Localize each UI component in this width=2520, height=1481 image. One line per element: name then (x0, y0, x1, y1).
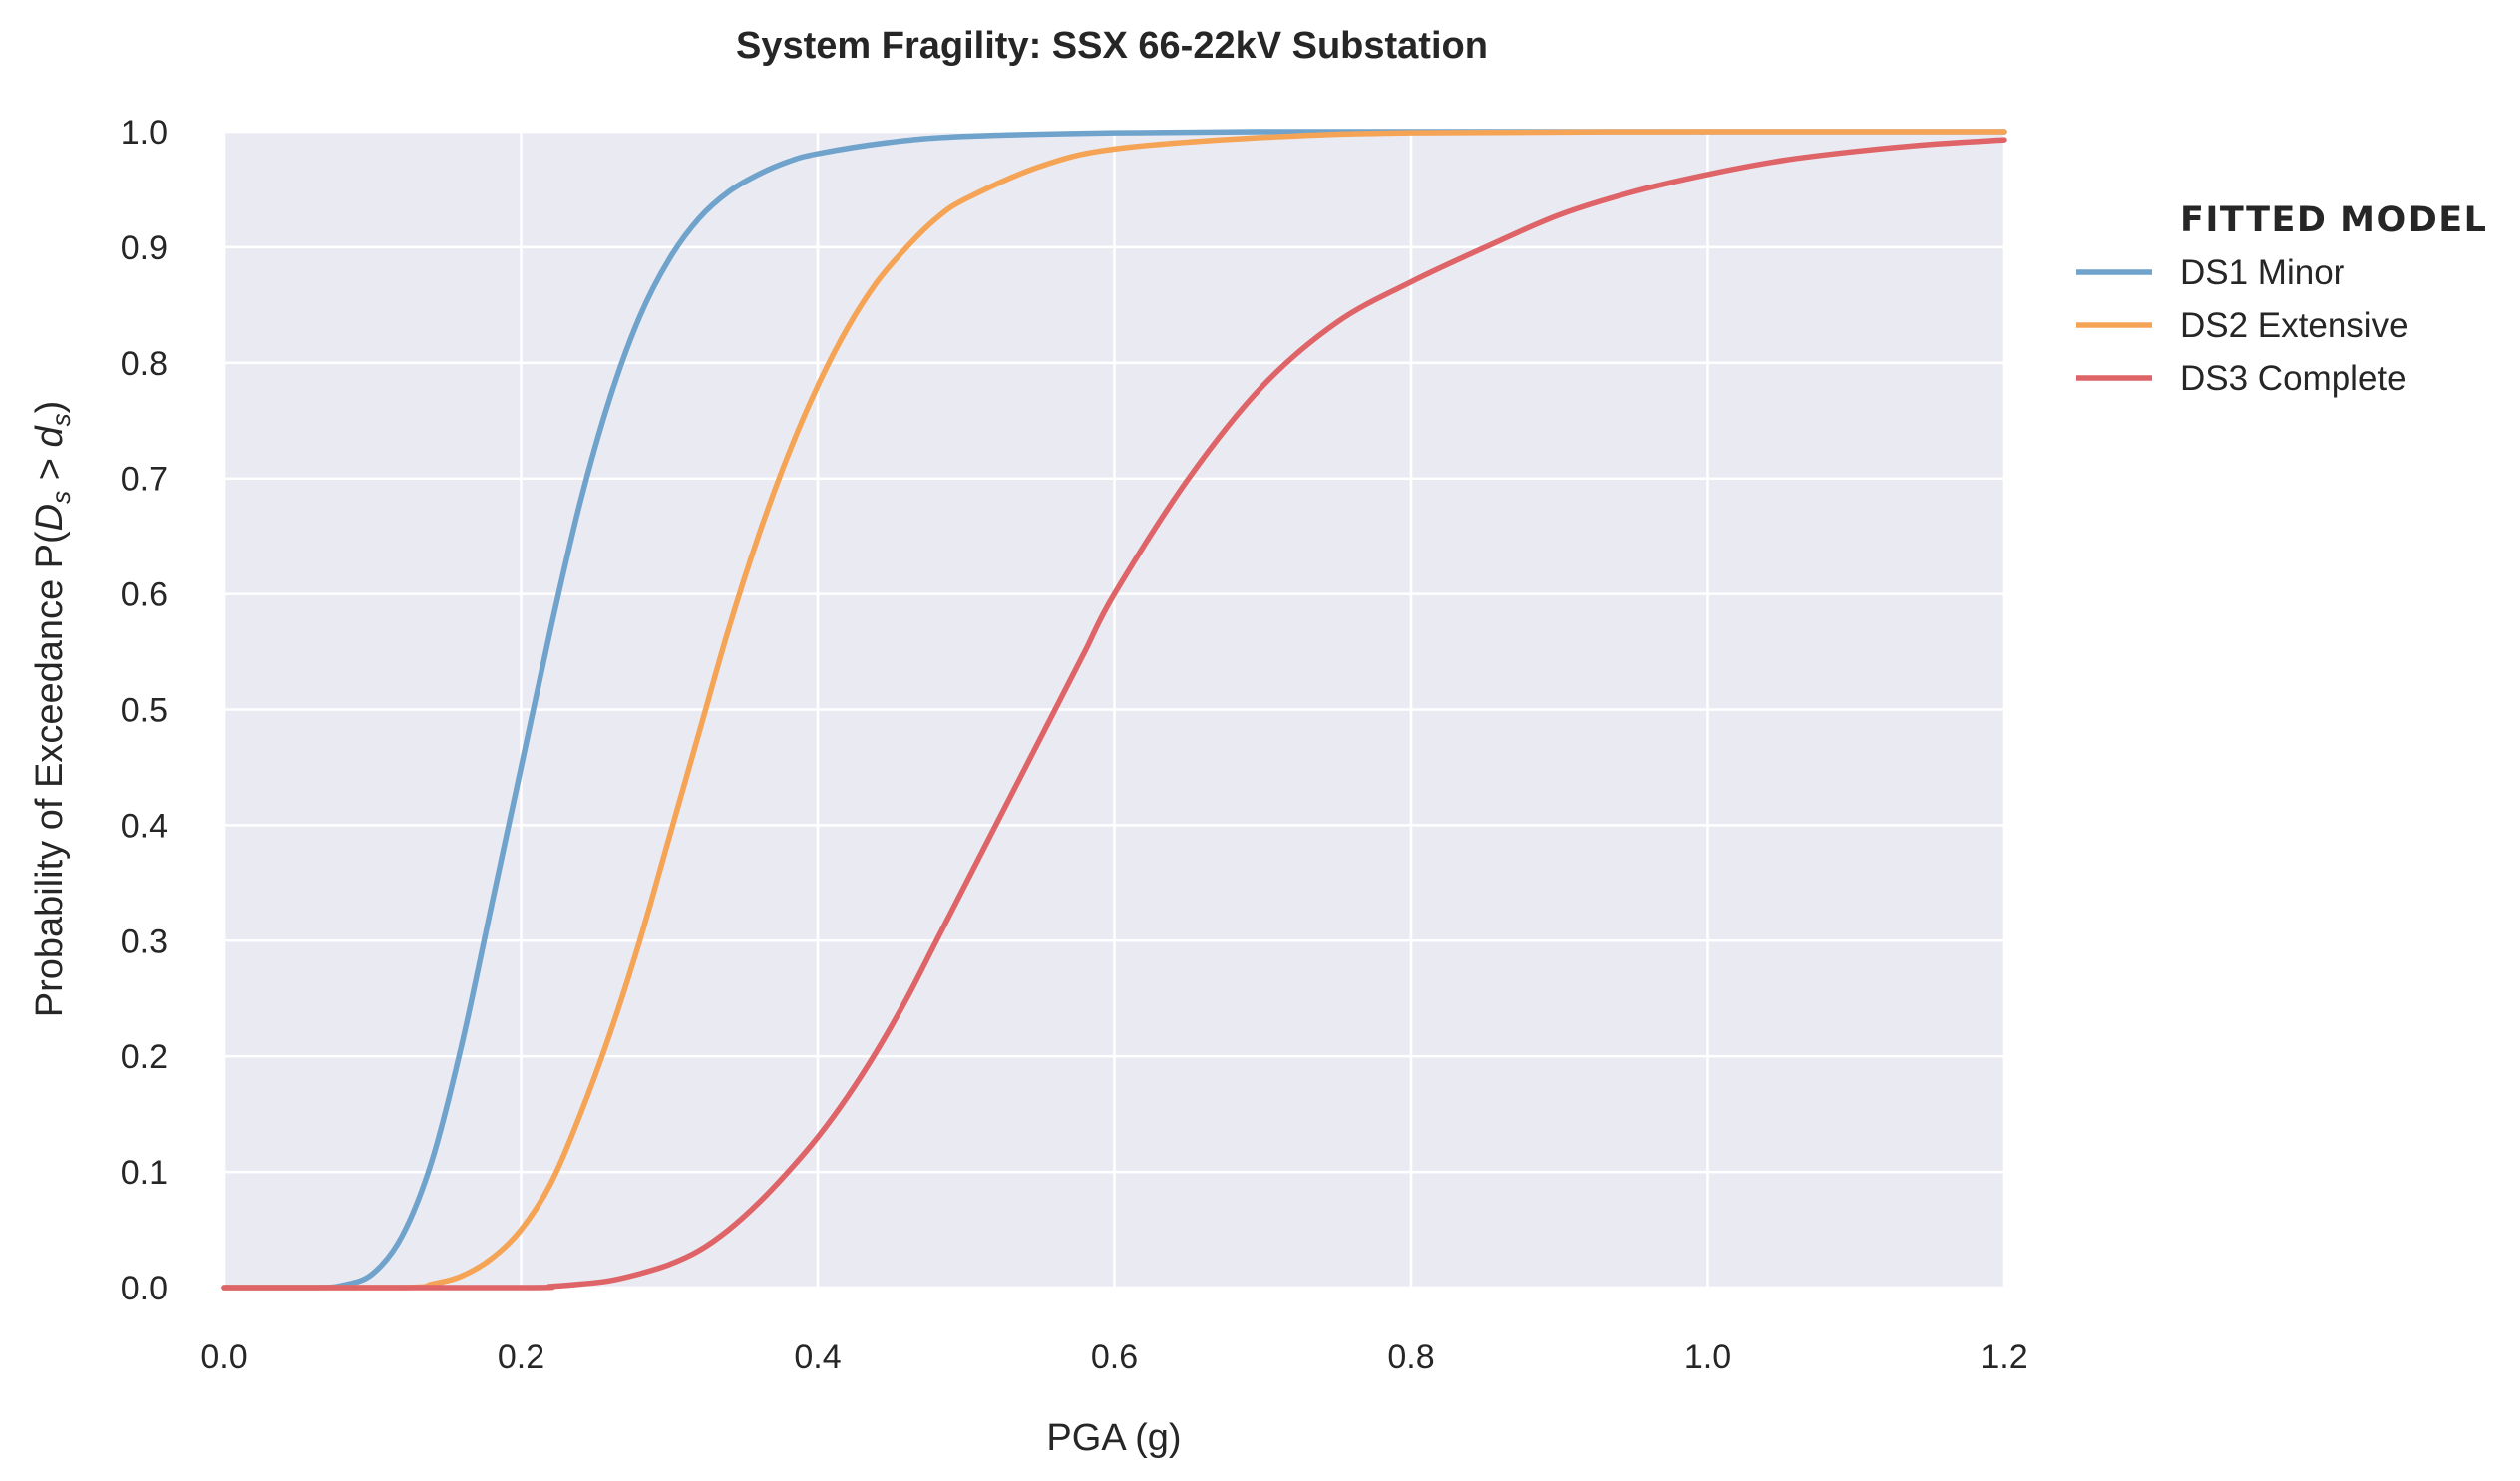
x-axis-label: PGA (g) (1046, 1417, 1181, 1459)
series-line-1 (221, 129, 2007, 1291)
y-tick-label: 0.3 (121, 923, 168, 960)
x-tick-label: 1.2 (1980, 1338, 2027, 1376)
legend-entry: DS1 Minor (2180, 253, 2345, 292)
x-tick-label: 0.8 (1387, 1338, 1434, 1376)
y-tick-label: 0.1 (121, 1154, 168, 1192)
series-lines (221, 129, 2007, 1291)
y-tick-label: 0.7 (121, 461, 168, 499)
series-line-2 (221, 129, 2007, 1291)
y-tick-label: 0.9 (121, 229, 168, 267)
y-tick-label: 0.6 (121, 576, 168, 614)
x-tick-label: 0.2 (498, 1338, 544, 1376)
y-tick-label: 0.5 (121, 692, 168, 730)
y-axis-label: Probability of Exceedance P(Ds > ds) (29, 401, 76, 1018)
x-tick-label: 0.4 (794, 1338, 841, 1376)
y-tick-label: 0.0 (121, 1270, 168, 1307)
x-tick-label: 0.0 (200, 1338, 247, 1376)
y-tick-label: 1.0 (121, 114, 168, 152)
legend-entry: DS3 Complete (2180, 359, 2407, 398)
y-tick-label: 0.2 (121, 1038, 168, 1076)
x-tick-label: 0.6 (1091, 1338, 1138, 1376)
chart-title: System Fragility: SSX 66-22kV Substation (736, 25, 1488, 67)
y-tick-label: 0.8 (121, 345, 168, 383)
x-tick-label: 1.0 (1684, 1338, 1731, 1376)
x-tick-labels: 0.0 0.2 0.4 0.6 0.8 1.0 1.2 (200, 1338, 2027, 1376)
series-line-3 (221, 137, 2007, 1291)
legend-title: FITTED MODEL (2180, 200, 2487, 240)
legend-entry: DS2 Extensive (2180, 306, 2409, 345)
legend: FITTED MODEL DS1 Minor DS2 Extensive DS3 C… (2076, 200, 2487, 398)
y-tick-label: 0.4 (121, 807, 168, 845)
y-tick-labels: 0.0 0.1 0.2 0.3 0.4 0.5 0.6 0.7 0.8 0.9 1.0 (121, 114, 168, 1307)
